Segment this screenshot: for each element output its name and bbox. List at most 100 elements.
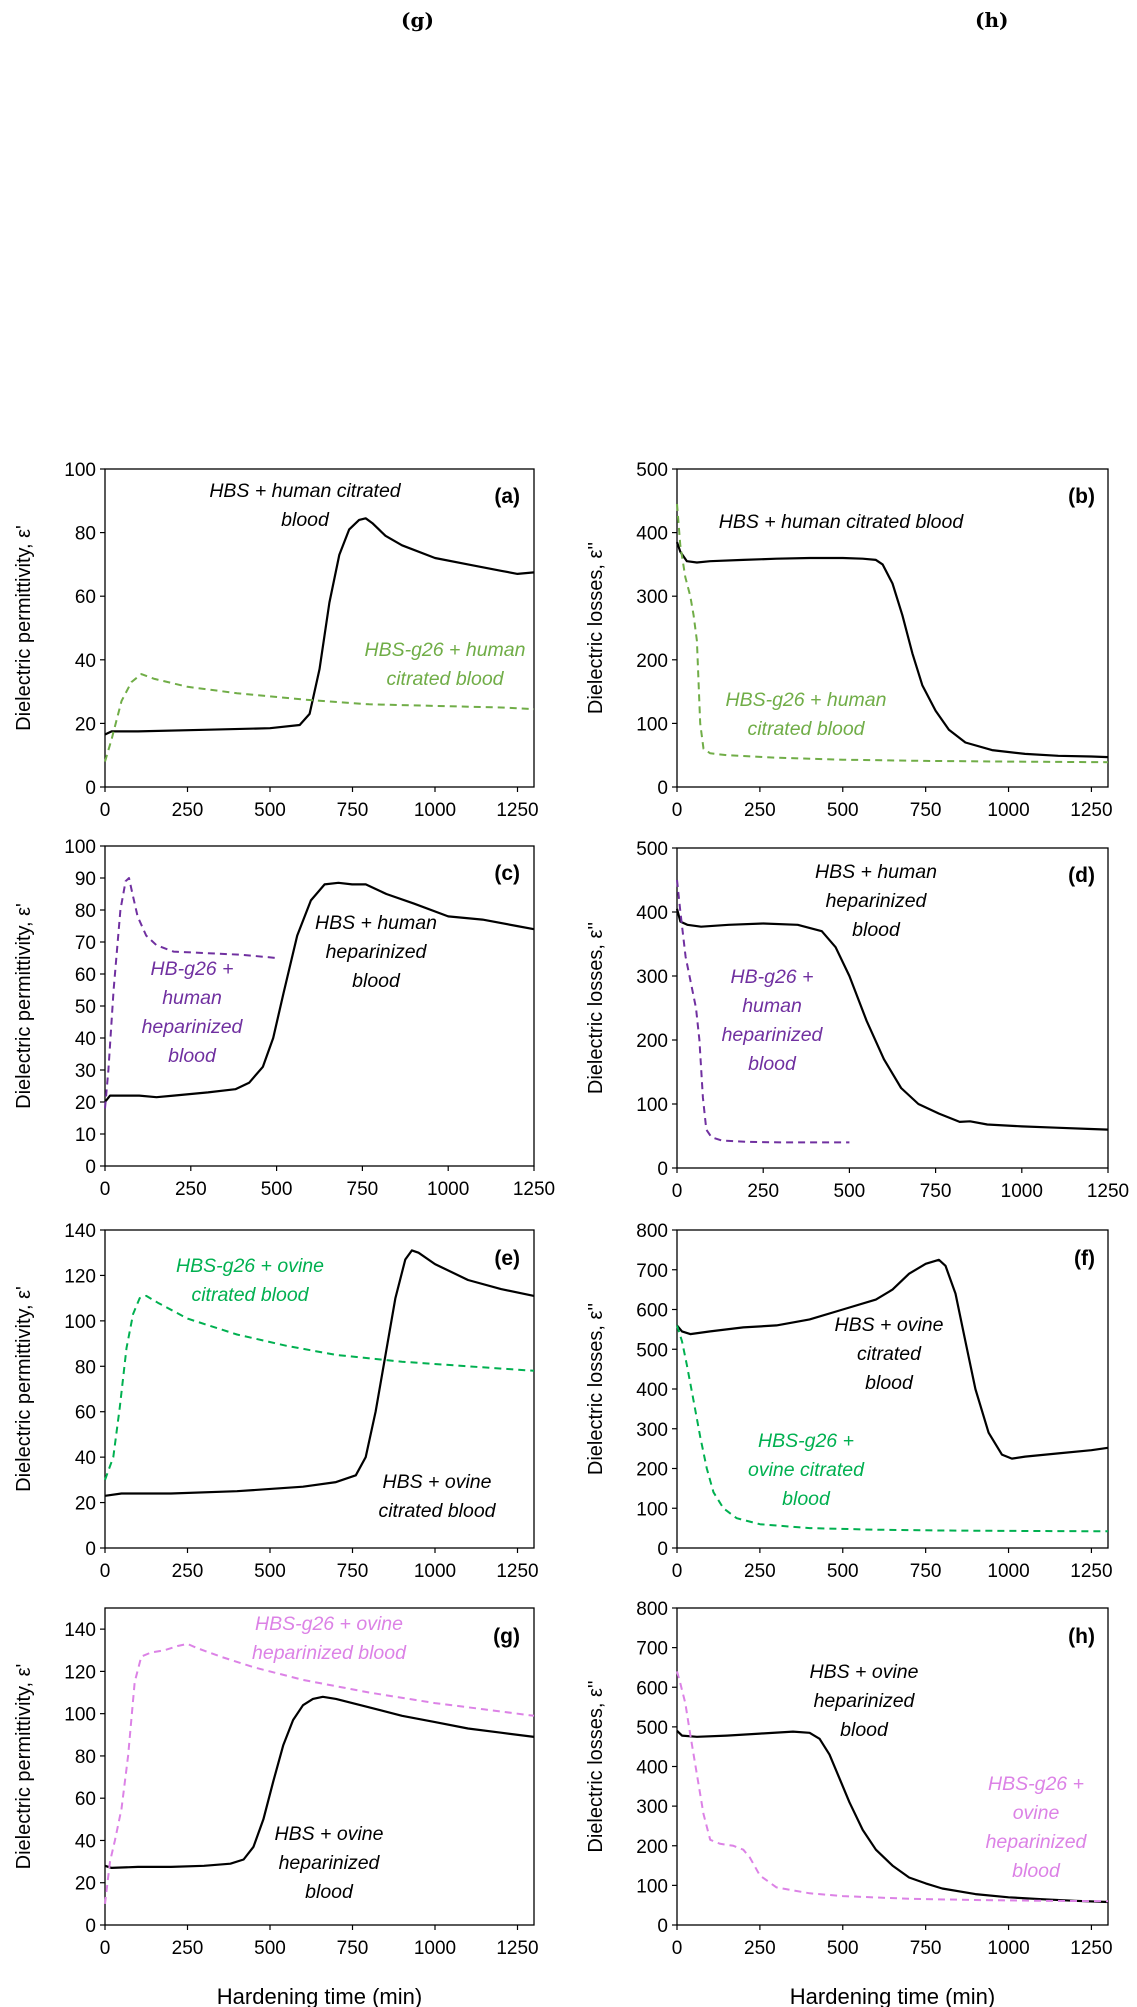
series-annotation: HBS-g26 + ovine [255, 1613, 403, 1635]
chart-panel-g: 0 20 40 60 80 100 120 140 0 250 500 750 1000 1250 Diel… [13, 1607, 539, 2007]
y-tick-label: 20 [75, 714, 96, 735]
y-tick-label: 40 [75, 651, 96, 672]
series-annotation: blood [865, 1372, 914, 1394]
x-tick-label: 750 [347, 1179, 379, 1200]
x-tick-label: 1000 [987, 800, 1029, 821]
y-tick-label: 400 [636, 903, 668, 924]
series-line-solid [675, 541, 1109, 759]
y-tick-label: 300 [636, 587, 668, 608]
x-axis-label: Hardening time (min) [217, 1984, 422, 2007]
x-tick-label: 250 [744, 1938, 776, 1959]
series-annotation: blood [168, 1045, 217, 1067]
x-tick-label: 0 [100, 800, 111, 821]
y-tick-label: 500 [636, 1340, 668, 1361]
series-annotation: heparinized [326, 941, 428, 963]
series-annotation: heparinized [826, 890, 928, 912]
x-tick-label: 1000 [987, 1561, 1029, 1582]
series-annotation: heparinized [722, 1024, 824, 1046]
x-tick-label: 750 [910, 1938, 942, 1959]
y-tick-label: 800 [636, 1221, 668, 1242]
x-tick-label: 1250 [1087, 1181, 1129, 1202]
y-tick-label: 60 [75, 587, 96, 608]
x-tick-label: 1000 [414, 1561, 456, 1582]
y-tick-label: 200 [636, 1460, 668, 1481]
y-tick-label: 400 [636, 1758, 668, 1779]
series-annotation: HBS-g26 + [988, 1773, 1084, 1795]
panel-label: (d) [1068, 864, 1095, 887]
y-tick-label: 60 [75, 1789, 96, 1810]
y-tick-label: 300 [636, 1420, 668, 1441]
panel-label: (b) [1068, 485, 1095, 508]
x-tick-label: 0 [100, 1179, 111, 1200]
x-tick-label: 750 [920, 1181, 952, 1202]
series-annotation: HBS + ovine [383, 1471, 492, 1493]
top-label-left: (g) [401, 8, 434, 32]
y-axis-label: Dielectric permittivity, ε' [13, 525, 35, 731]
plot-frame [676, 847, 1109, 1169]
series-line-solid [675, 908, 1109, 1131]
panel-label: (a) [494, 485, 520, 508]
series-line-dashed [104, 877, 277, 1109]
y-tick-label: 600 [636, 1301, 668, 1322]
y-tick-label: 80 [75, 1747, 96, 1768]
chart-panel-b: 0 100 200 300 400 500 0 250 500 750 1000 1250 Dielec… [585, 460, 1113, 821]
y-tick-label: 0 [657, 1916, 668, 1937]
x-tick-label: 1250 [1070, 1561, 1112, 1582]
y-tick-label: 80 [75, 524, 96, 545]
series-annotation: HBS + ovine [275, 1823, 384, 1845]
x-tick-label: 250 [175, 1179, 207, 1200]
y-tick-label: 0 [657, 1539, 668, 1560]
x-tick-label: 1000 [1001, 1181, 1043, 1202]
series-line-solid [104, 881, 535, 1103]
series-annotation: blood [352, 970, 401, 992]
plot-frame [104, 1229, 535, 1549]
y-tick-label: 90 [75, 869, 96, 890]
y-tick-label: 100 [64, 1312, 96, 1333]
x-tick-label: 0 [672, 1181, 683, 1202]
y-tick-label: 100 [636, 1499, 668, 1520]
y-tick-label: 400 [636, 524, 668, 545]
x-tick-label: 500 [254, 800, 286, 821]
chart-panel-d: 0 100 200 300 400 500 0 250 500 750 1000 1250 Dielec… [585, 839, 1129, 1202]
series-annotation: heparinized [814, 1690, 916, 1712]
series-line-dashed [104, 1642, 535, 1905]
y-tick-label: 700 [636, 1261, 668, 1282]
x-tick-label: 1250 [513, 1179, 555, 1200]
y-axis-label: Dielectric losses, ε'' [585, 922, 607, 1094]
series-annotation: HBS + human [815, 861, 937, 883]
series-annotation: blood [782, 1488, 831, 1510]
y-axis-label: Dielectric permittivity, ε' [13, 1286, 35, 1492]
x-tick-label: 250 [744, 1561, 776, 1582]
chart-panel-e: 0 20 40 60 80 100 120 140 0 250 500 750 1000 1250 Diel… [13, 1221, 539, 1582]
series-line-dashed [676, 1671, 1109, 1903]
x-tick-label: 1250 [496, 1561, 538, 1582]
x-tick-label: 1000 [414, 1938, 456, 1959]
series-annotation: blood [840, 1719, 889, 1741]
series-line-solid [104, 1695, 535, 1869]
top-label-right: (h) [975, 8, 1009, 32]
x-tick-label: 250 [172, 800, 204, 821]
y-axis-label: Dielectric losses, ε'' [585, 1680, 607, 1852]
y-tick-label: 0 [85, 1916, 96, 1937]
y-tick-label: 100 [636, 714, 668, 735]
y-tick-label: 100 [636, 1095, 668, 1116]
plot-frame [676, 468, 1109, 788]
panel-label: (c) [494, 862, 520, 885]
y-tick-label: 800 [636, 1599, 668, 1620]
y-tick-label: 70 [75, 933, 96, 954]
series-line-dashed [104, 1294, 535, 1481]
panel-label: (h) [1068, 1625, 1095, 1648]
panel-label: (e) [494, 1247, 520, 1270]
y-axis-label: Dielectric permittivity, ε' [13, 1664, 35, 1870]
series-line-solid [676, 1730, 1109, 1904]
y-tick-label: 100 [64, 837, 96, 858]
series-annotation: blood [281, 509, 330, 531]
series-annotation: heparinized [142, 1016, 244, 1038]
x-tick-label: 500 [261, 1179, 293, 1200]
y-axis-label: Dielectric losses, ε'' [585, 1303, 607, 1475]
chart-panel-f: 0 100 200 300 400 500 600 700 800 0 250 500 750 1000 1… [585, 1221, 1113, 1582]
series-line-dashed [676, 879, 850, 1144]
x-tick-label: 0 [672, 1938, 683, 1959]
